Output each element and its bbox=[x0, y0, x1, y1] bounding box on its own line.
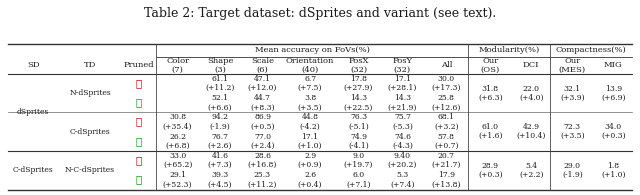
Text: ✗: ✗ bbox=[136, 156, 142, 165]
Text: C-dSprites: C-dSprites bbox=[13, 166, 54, 174]
Text: 25.3
(+11.2): 25.3 (+11.2) bbox=[248, 171, 277, 189]
Text: ✓: ✓ bbox=[136, 98, 142, 107]
Text: 47.1
(+12.0): 47.1 (+12.0) bbox=[248, 75, 277, 92]
Text: 72.3
(+3.5): 72.3 (+3.5) bbox=[560, 123, 584, 140]
Text: 6.7
(+7.5): 6.7 (+7.5) bbox=[298, 75, 323, 92]
Text: Scale
(6): Scale (6) bbox=[251, 57, 274, 74]
Text: 75.7
(-5.3): 75.7 (-5.3) bbox=[392, 113, 413, 131]
Text: 52.1
(+6.6): 52.1 (+6.6) bbox=[208, 94, 232, 111]
Text: 42.9
(+10.4): 42.9 (+10.4) bbox=[516, 123, 546, 140]
Text: 74.6
(-4.3): 74.6 (-4.3) bbox=[392, 133, 413, 150]
Text: 9.40
(+20.2): 9.40 (+20.2) bbox=[388, 152, 417, 169]
Text: Our
(MES): Our (MES) bbox=[559, 57, 586, 74]
Text: 74.9
(-4.1): 74.9 (-4.1) bbox=[348, 133, 369, 150]
Text: 2.6
(+0.4): 2.6 (+0.4) bbox=[298, 171, 323, 189]
Text: 5.3
(+7.4): 5.3 (+7.4) bbox=[390, 171, 415, 189]
Text: 13.9
(+6.9): 13.9 (+6.9) bbox=[601, 85, 625, 102]
Text: 44.7
(+8.3): 44.7 (+8.3) bbox=[250, 94, 275, 111]
Text: 61.1
(+11.2): 61.1 (+11.2) bbox=[205, 75, 235, 92]
Text: 17.1
(+28.1): 17.1 (+28.1) bbox=[388, 75, 417, 92]
Text: 2.9
(+0.9): 2.9 (+0.9) bbox=[298, 152, 323, 169]
Text: 14.3
(+21.9): 14.3 (+21.9) bbox=[388, 94, 417, 111]
Text: 32.1
(+3.9): 32.1 (+3.9) bbox=[560, 85, 584, 102]
Text: 26.2
(+6.8): 26.2 (+6.8) bbox=[165, 133, 190, 150]
Text: 28.6
(+16.8): 28.6 (+16.8) bbox=[248, 152, 277, 169]
Text: 28.9
(+0.3): 28.9 (+0.3) bbox=[478, 162, 502, 179]
Text: 41.6
(+7.3): 41.6 (+7.3) bbox=[208, 152, 232, 169]
Text: 94.2
(-1.9): 94.2 (-1.9) bbox=[210, 113, 230, 131]
Text: 5.4
(+2.2): 5.4 (+2.2) bbox=[519, 162, 543, 179]
Text: Shape
(3): Shape (3) bbox=[207, 57, 233, 74]
Text: 57.8
(+0.7): 57.8 (+0.7) bbox=[434, 133, 459, 150]
Text: 17.9
(+13.8): 17.9 (+13.8) bbox=[431, 171, 461, 189]
Text: PosY
(32): PosY (32) bbox=[392, 57, 412, 74]
Text: 68.1
(+3.2): 68.1 (+3.2) bbox=[434, 113, 459, 131]
Text: 14.3
(+22.5): 14.3 (+22.5) bbox=[344, 94, 373, 111]
Text: ✗: ✗ bbox=[136, 118, 142, 127]
Text: 31.8
(+6.3): 31.8 (+6.3) bbox=[478, 85, 502, 102]
Text: 30.0
(+17.3): 30.0 (+17.3) bbox=[431, 75, 461, 92]
Text: ✗: ✗ bbox=[136, 79, 142, 88]
Text: DCI: DCI bbox=[523, 61, 540, 69]
Text: Table 2: Target dataset: dSprites and variant (see text).: Table 2: Target dataset: dSprites and va… bbox=[144, 7, 496, 20]
Text: N-C-dSprites: N-C-dSprites bbox=[65, 166, 115, 174]
Text: 33.0
(+65.2): 33.0 (+65.2) bbox=[163, 152, 192, 169]
Text: N-dSprites: N-dSprites bbox=[69, 89, 111, 97]
Text: 76.7
(+2.6): 76.7 (+2.6) bbox=[208, 133, 232, 150]
Text: Orientation
(40): Orientation (40) bbox=[286, 57, 334, 74]
Text: 34.0
(+0.3): 34.0 (+0.3) bbox=[601, 123, 625, 140]
Text: C-dSprites: C-dSprites bbox=[70, 128, 111, 136]
Text: Compactness(%): Compactness(%) bbox=[556, 46, 627, 54]
Text: 86.9
(+0.5): 86.9 (+0.5) bbox=[250, 113, 275, 131]
Text: 76.3
(-5.1): 76.3 (-5.1) bbox=[348, 113, 369, 131]
Text: 20.7
(+21.7): 20.7 (+21.7) bbox=[431, 152, 461, 169]
Text: 44.8
(-4.2): 44.8 (-4.2) bbox=[300, 113, 321, 131]
Text: 3.8
(+3.5): 3.8 (+3.5) bbox=[298, 94, 323, 111]
Text: ✓: ✓ bbox=[136, 175, 142, 184]
Text: 1.8
(+1.0): 1.8 (+1.0) bbox=[601, 162, 625, 179]
Text: Color
(7): Color (7) bbox=[166, 57, 189, 74]
Text: 9.0
(+19.7): 9.0 (+19.7) bbox=[344, 152, 373, 169]
Text: 17.1
(+1.0): 17.1 (+1.0) bbox=[298, 133, 323, 150]
Text: ✓: ✓ bbox=[136, 137, 142, 146]
Text: PosX
(32): PosX (32) bbox=[348, 57, 369, 74]
Text: 17.8
(+27.9): 17.8 (+27.9) bbox=[344, 75, 373, 92]
Text: 30.8
(+35.4): 30.8 (+35.4) bbox=[163, 113, 193, 131]
Text: Pruned: Pruned bbox=[124, 61, 154, 69]
Text: 29.0
(-1.9): 29.0 (-1.9) bbox=[562, 162, 582, 179]
Text: TD: TD bbox=[84, 61, 96, 69]
Text: MIG: MIG bbox=[604, 61, 623, 69]
Text: Our
(OS): Our (OS) bbox=[481, 57, 500, 74]
Text: 29.1
(+52.3): 29.1 (+52.3) bbox=[163, 171, 193, 189]
Text: 6.0
(+7.1): 6.0 (+7.1) bbox=[346, 171, 371, 189]
Text: 22.0
(+4.0): 22.0 (+4.0) bbox=[519, 85, 543, 102]
Text: 61.0
(+1.6): 61.0 (+1.6) bbox=[478, 123, 502, 140]
Text: SD: SD bbox=[27, 61, 40, 69]
Text: 77.0
(+2.4): 77.0 (+2.4) bbox=[250, 133, 275, 150]
Text: Mean accuracy on FoVs(%): Mean accuracy on FoVs(%) bbox=[255, 46, 370, 54]
Text: 39.3
(+4.5): 39.3 (+4.5) bbox=[208, 171, 232, 189]
Text: Modularity(%): Modularity(%) bbox=[479, 46, 540, 54]
Text: All: All bbox=[440, 61, 452, 69]
Text: dSprites: dSprites bbox=[17, 108, 49, 116]
Text: 25.8
(+12.6): 25.8 (+12.6) bbox=[431, 94, 461, 111]
